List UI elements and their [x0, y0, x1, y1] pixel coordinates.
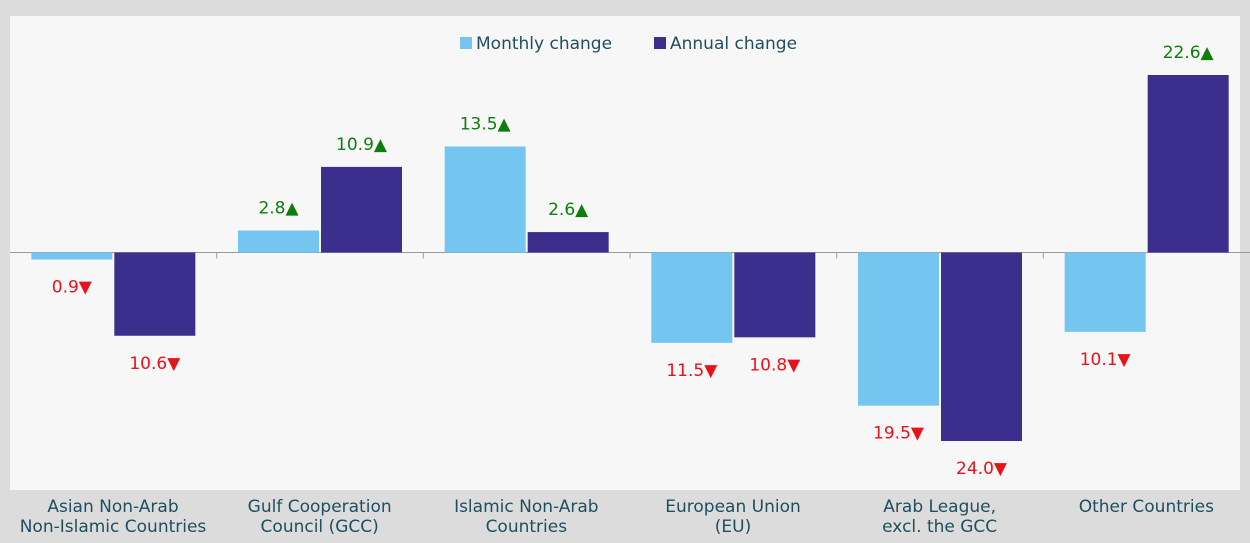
legend-swatch: [460, 37, 472, 49]
legend-swatch: [654, 37, 666, 49]
x-tick-label: Arab League, excl. the GCC: [882, 497, 998, 537]
x-tick-label: Gulf Cooperation Council (GCC): [247, 497, 392, 537]
bar: [1064, 252, 1146, 332]
bar: [527, 232, 609, 253]
data-label: 13.5▲: [460, 114, 512, 134]
bar: [941, 252, 1022, 441]
bar: [238, 230, 319, 253]
bar: [114, 252, 196, 336]
data-label: 10.6▼: [129, 354, 181, 374]
bar: [444, 146, 526, 253]
bar: [1147, 75, 1229, 253]
data-label: 0.9▼: [52, 278, 93, 298]
bar: [321, 166, 402, 253]
data-label: 2.6▲: [548, 200, 589, 220]
x-tick-label: European Union (EU): [665, 497, 801, 537]
data-label: 22.6▲: [1163, 43, 1215, 63]
x-tick-label: Islamic Non-Arab Countries: [454, 497, 599, 537]
data-label: 10.8▼: [749, 355, 801, 375]
bar: [858, 252, 939, 406]
data-label: 10.1▼: [1080, 350, 1132, 370]
data-label: 2.8▲: [258, 199, 299, 219]
legend-label: Annual change: [670, 34, 797, 54]
bar: [31, 252, 113, 260]
x-tick-label: Other Countries: [1078, 497, 1214, 517]
bar: [734, 252, 816, 338]
bar: [651, 252, 733, 343]
x-tick-label: Asian Non-Arab Non-Islamic Countries: [19, 497, 207, 537]
data-label: 19.5▼: [873, 424, 925, 444]
data-label: 11.5▼: [666, 361, 718, 381]
data-label: 24.0▼: [956, 459, 1008, 479]
data-label: 10.9▲: [336, 135, 388, 155]
legend-label: Monthly change: [476, 34, 612, 54]
